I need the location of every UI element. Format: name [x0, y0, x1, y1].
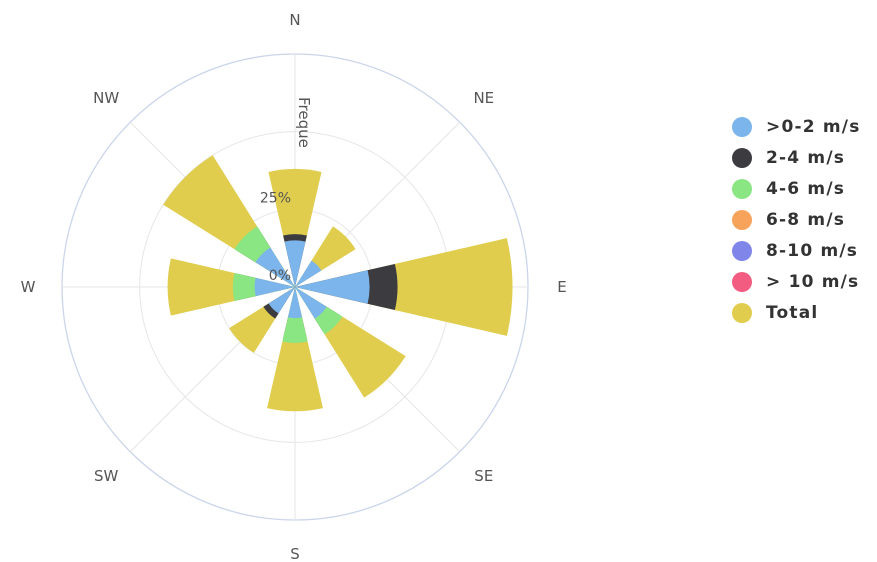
legend-item[interactable]: 6-8 m/s [732, 204, 861, 235]
bar-0-2-m-s-sw [268, 287, 295, 314]
direction-label: S [290, 545, 300, 562]
legend-swatch [732, 178, 752, 199]
direction-label: E [557, 278, 566, 296]
bar-total-n [268, 168, 322, 287]
legend-swatch [732, 147, 752, 168]
bar-total-e [295, 238, 513, 336]
legend-item[interactable]: 2-4 m/s [732, 142, 861, 173]
legend-item[interactable]: > 10 m/s [732, 266, 861, 297]
direction-label: SE [474, 467, 493, 485]
direction-label: SW [94, 467, 119, 485]
direction-label: W [21, 278, 36, 296]
legend-swatch [732, 209, 752, 230]
direction-label: NE [473, 89, 494, 107]
legend-swatch [732, 240, 752, 261]
radial-tick-label: 0% [269, 268, 291, 284]
legend-label: >0-2 m/s [766, 116, 861, 137]
direction-label: NW [93, 89, 119, 107]
legend-label: 6-8 m/s [766, 209, 846, 230]
legend-swatch [732, 116, 752, 137]
wind-bars [163, 155, 513, 412]
radial-axis-title: Freque [295, 97, 313, 148]
bar-0-2-m-s-s [288, 287, 302, 319]
radial-tick-label: 25% [260, 190, 291, 206]
bar-total-s [267, 287, 323, 412]
legend: >0-2 m/s 2-4 m/s 4-6 m/s 6-8 m/s 8-10 m/s > 1… [732, 111, 861, 328]
bar-0-2-m-s-e [295, 270, 370, 304]
legend-swatch [732, 302, 752, 323]
bar-0-2-m-s-w [254, 277, 295, 297]
bar-0-2-m-s-ne [295, 260, 322, 287]
legend-swatch [732, 271, 752, 292]
direction-label: N [289, 11, 300, 29]
bar-0-2-m-s-n [284, 240, 306, 287]
legend-item[interactable]: Total [732, 297, 861, 328]
legend-item[interactable]: >0-2 m/s [732, 111, 861, 142]
legend-label: 2-4 m/s [766, 147, 846, 168]
legend-label: > 10 m/s [766, 271, 860, 292]
legend-item[interactable]: 4-6 m/s [732, 173, 861, 204]
bar-0-2-m-s-nw [255, 247, 295, 287]
legend-label: 8-10 m/s [766, 240, 859, 261]
legend-label: Total [766, 302, 819, 323]
axis-labels: N NE E SE S SW W NW 0% 25% Freque [21, 11, 567, 562]
legend-label: 4-6 m/s [766, 178, 846, 199]
bar-total-w [167, 258, 295, 316]
legend-item[interactable]: 8-10 m/s [732, 235, 861, 266]
bar-0-2-m-s-se [295, 287, 327, 319]
